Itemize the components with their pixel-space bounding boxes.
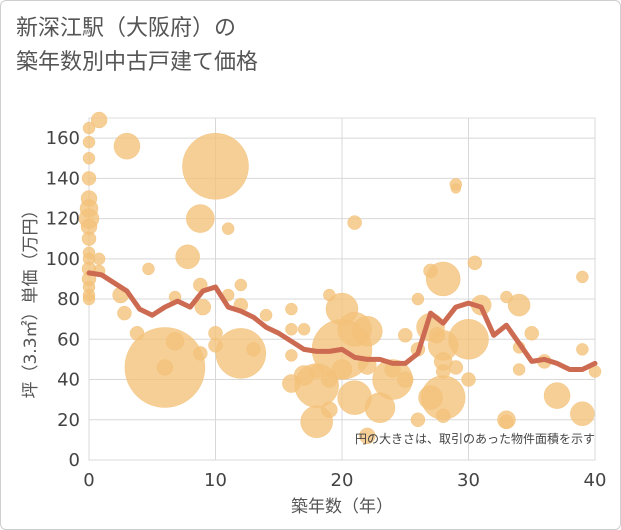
bubble — [156, 359, 174, 376]
bubble — [507, 293, 531, 317]
bubble — [259, 308, 273, 322]
bubble — [410, 412, 426, 428]
bubble — [397, 371, 414, 388]
y-tick-label: 20 — [57, 410, 80, 431]
bubble — [117, 305, 132, 321]
y-tick-label: 100 — [46, 249, 80, 270]
y-tick-label: 160 — [46, 128, 80, 149]
bubble — [448, 360, 464, 375]
x-tick-label: 40 — [584, 470, 607, 491]
y-axis-label: 坪（3.3㎡）単価（万円） — [21, 201, 41, 398]
bubble — [321, 401, 338, 418]
bubble — [435, 408, 451, 423]
bubble — [82, 151, 96, 165]
bubble — [246, 342, 261, 357]
bubble — [285, 349, 298, 362]
bubble — [82, 121, 96, 135]
y-tick-label: 60 — [57, 329, 80, 350]
chart-title-block: 新深江駅（大阪府）の 築年数別中古戸建て価格 — [16, 12, 258, 80]
bubble — [499, 414, 514, 430]
bubble — [425, 261, 461, 297]
bubble — [82, 292, 96, 306]
bubble — [285, 302, 298, 316]
bubble — [512, 363, 526, 376]
bubble — [175, 244, 200, 270]
bubble — [524, 326, 539, 341]
bubble — [221, 222, 235, 235]
bubble — [467, 255, 483, 271]
y-tick-label: 40 — [57, 370, 80, 391]
y-tick-label: 0 — [69, 450, 80, 471]
bubble — [448, 319, 489, 360]
bubble — [182, 133, 249, 200]
bubble — [543, 382, 571, 409]
x-tick-label: 0 — [83, 470, 94, 491]
bubble — [352, 315, 383, 347]
bubble-size-note: 円の大きさは、取引のあった物件面積を示す — [355, 431, 595, 446]
x-tick-label: 10 — [204, 470, 227, 491]
chart-subtitle: 築年数別中古戸建て価格 — [16, 50, 259, 75]
x-tick-label: 30 — [457, 470, 480, 491]
bubble — [92, 252, 106, 266]
x-tick-label: 20 — [331, 470, 354, 491]
x-tick-labels: 0 10 20 30 40 — [83, 470, 606, 491]
bubble — [450, 183, 462, 194]
bubble — [90, 111, 108, 129]
bubble — [186, 204, 215, 233]
bubble — [234, 278, 248, 292]
bubble — [165, 332, 185, 351]
chart-title: 新深江駅（大阪府）の — [16, 16, 237, 41]
bubble — [193, 346, 208, 361]
x-axis-label: 築年数（年） — [291, 497, 393, 517]
bubble — [113, 132, 141, 160]
bubble — [194, 298, 212, 316]
y-tick-labels: 0 20 40 60 80 100 120 140 160 — [46, 128, 80, 471]
bubble — [411, 292, 425, 306]
bubble — [285, 322, 298, 336]
bubble — [215, 328, 267, 379]
bubble — [331, 359, 353, 380]
bubble — [297, 322, 311, 336]
bubble — [398, 328, 413, 343]
bubble — [81, 231, 97, 246]
y-tick-label: 80 — [57, 289, 80, 310]
bubble — [347, 215, 362, 230]
bubble — [82, 135, 96, 149]
bubble — [576, 270, 589, 284]
y-tick-label: 120 — [46, 209, 80, 230]
bubble — [461, 372, 476, 387]
bubble — [81, 171, 97, 186]
y-tick-label: 140 — [46, 168, 80, 189]
average-line — [86, 270, 598, 372]
bubble — [576, 343, 589, 356]
bubble — [359, 427, 376, 445]
bubble-layer — [78, 111, 602, 445]
bubble — [570, 401, 595, 426]
bubble — [142, 262, 155, 276]
